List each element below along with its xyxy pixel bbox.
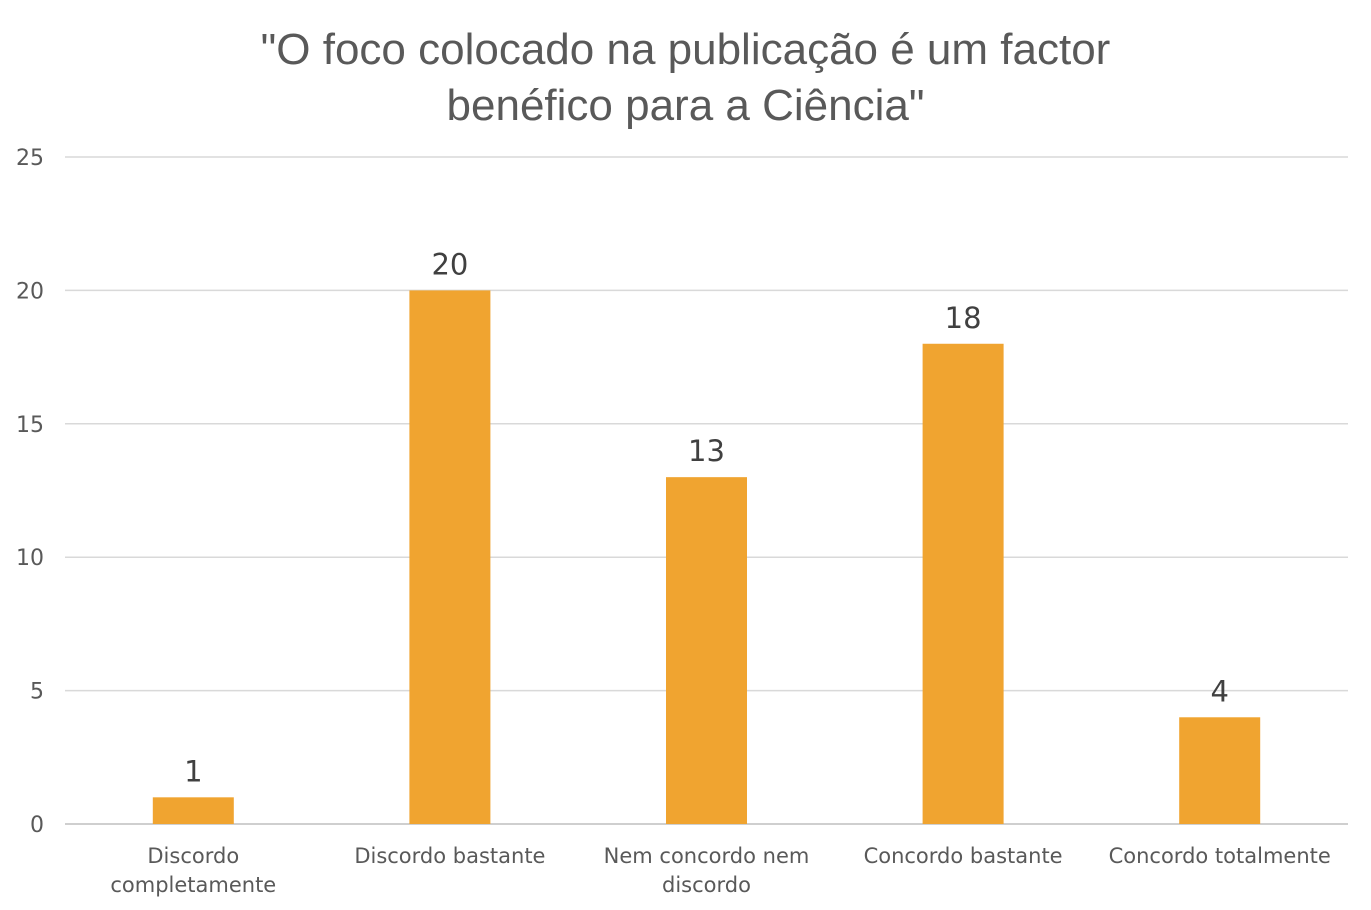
x-tick-label-3: Nem concordo nem discordo (604, 844, 810, 897)
bar-4 (922, 343, 1004, 824)
chart-title: "O foco colocado na publicação é um fact… (260, 25, 1111, 130)
data-label-3: 13 (688, 434, 725, 468)
bar-3 (666, 477, 747, 824)
y-tick-label-15: 15 (16, 413, 44, 438)
x-tick-label-5: Concordo totalmente (1109, 844, 1331, 868)
y-tick-label-10: 10 (16, 546, 44, 571)
data-label-1: 1 (184, 754, 202, 788)
y-tick-label-0: 0 (30, 813, 44, 838)
bar-1 (152, 797, 234, 824)
bar-2 (409, 290, 491, 824)
bar-5 (1179, 717, 1261, 824)
x-tick-label-1: Discordo completamente (110, 844, 276, 897)
y-tick-label-20: 20 (16, 279, 44, 304)
x-tick-label-2: Discordo bastante (354, 844, 545, 868)
y-tick-label-25: 25 (16, 146, 44, 171)
data-label-5: 4 (1210, 674, 1228, 708)
data-label-2: 20 (431, 247, 468, 281)
y-tick-label-5: 5 (30, 680, 44, 705)
data-label-4: 18 (945, 301, 982, 335)
x-tick-label-4: Concordo bastante (864, 844, 1063, 868)
